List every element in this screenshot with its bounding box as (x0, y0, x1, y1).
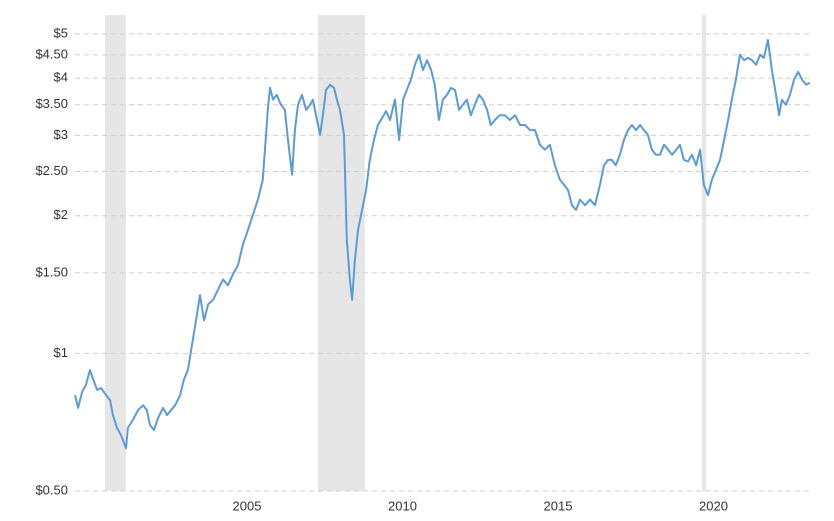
y-tick-label: $1 (54, 345, 68, 360)
shaded-range (317, 15, 365, 491)
shaded-range (701, 15, 707, 491)
y-tick-label: $0.50 (35, 482, 68, 497)
y-tick-label: $4 (54, 70, 68, 85)
y-tick-label: $2.50 (35, 163, 68, 178)
x-tick-label: 2010 (388, 498, 417, 513)
y-tick-label: $1.50 (35, 264, 68, 279)
y-tick-label: $3.50 (35, 96, 68, 111)
y-tick-label: $3 (54, 127, 68, 142)
x-tick-label: 2015 (544, 498, 573, 513)
y-tick-label: $2 (54, 207, 68, 222)
x-tick-label: 2005 (233, 498, 262, 513)
y-tick-label: $5 (54, 25, 68, 40)
shaded-range (104, 15, 127, 491)
x-tick-label: 2020 (699, 498, 728, 513)
price-line (74, 39, 811, 450)
y-tick-label: $4.50 (35, 46, 68, 61)
